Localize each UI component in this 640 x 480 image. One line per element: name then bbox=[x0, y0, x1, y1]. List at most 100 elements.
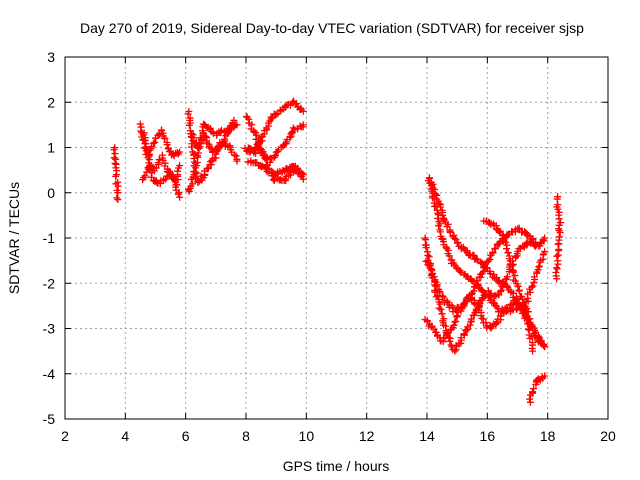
data-point bbox=[270, 153, 278, 161]
x-tick-label: 16 bbox=[480, 428, 496, 444]
data-point bbox=[259, 162, 267, 170]
data-point bbox=[484, 257, 492, 265]
data-point bbox=[112, 172, 120, 180]
data-point bbox=[454, 238, 462, 246]
data-point bbox=[422, 244, 430, 252]
data-point bbox=[525, 308, 533, 316]
data-point bbox=[434, 211, 442, 219]
data-point bbox=[299, 121, 307, 129]
data-point bbox=[425, 253, 433, 261]
y-axis-label: SDTVAR / TECUs bbox=[6, 182, 22, 294]
data-point bbox=[262, 153, 270, 161]
data-point bbox=[114, 189, 122, 197]
series-a11 bbox=[244, 157, 307, 183]
data-point bbox=[176, 162, 184, 170]
data-point bbox=[532, 239, 540, 247]
x-tick-label: 12 bbox=[359, 428, 375, 444]
data-point bbox=[174, 190, 182, 198]
data-point bbox=[153, 178, 161, 186]
data-point bbox=[110, 154, 118, 162]
data-point bbox=[453, 312, 461, 320]
data-point bbox=[541, 372, 549, 380]
data-point bbox=[289, 124, 297, 132]
data-point bbox=[233, 121, 241, 129]
data-point bbox=[553, 264, 561, 272]
data-point bbox=[110, 146, 118, 154]
data-point bbox=[436, 203, 444, 211]
data-point bbox=[529, 347, 537, 355]
data-point bbox=[438, 292, 446, 300]
data-point bbox=[196, 134, 204, 142]
data-point bbox=[450, 321, 458, 329]
data-point bbox=[232, 152, 240, 160]
x-tick-label: 4 bbox=[121, 428, 129, 444]
data-point bbox=[472, 255, 480, 263]
data-point bbox=[554, 260, 562, 268]
data-point bbox=[503, 273, 511, 281]
data-point bbox=[515, 287, 523, 295]
data-point bbox=[111, 159, 119, 167]
data-point bbox=[443, 297, 451, 305]
chart-title: Day 270 of 2019, Sidereal Day-to-day VTE… bbox=[80, 20, 584, 36]
y-tick-label: 3 bbox=[47, 49, 55, 65]
data-point bbox=[256, 145, 264, 153]
data-point bbox=[479, 294, 487, 302]
data-point bbox=[299, 107, 307, 115]
data-point bbox=[425, 174, 433, 182]
data-point bbox=[111, 150, 119, 158]
data-point bbox=[514, 283, 522, 291]
data-point bbox=[473, 277, 481, 285]
data-point bbox=[504, 249, 512, 257]
series-a3 bbox=[139, 126, 184, 160]
data-point bbox=[498, 231, 506, 239]
series-a6 bbox=[187, 130, 241, 165]
x-tick-label: 8 bbox=[242, 428, 250, 444]
data-point bbox=[509, 268, 517, 276]
data-point bbox=[467, 315, 475, 323]
data-point bbox=[536, 240, 544, 248]
data-point bbox=[168, 173, 176, 181]
series-b6 bbox=[480, 217, 549, 351]
data-point bbox=[169, 174, 177, 182]
data-point bbox=[190, 167, 198, 175]
data-point bbox=[523, 231, 531, 239]
data-point bbox=[176, 148, 184, 156]
data-point bbox=[529, 282, 537, 290]
data-point bbox=[151, 138, 159, 146]
data-point bbox=[202, 133, 210, 141]
data-point bbox=[257, 163, 265, 171]
data-point bbox=[152, 164, 160, 172]
data-point bbox=[486, 255, 494, 263]
data-point bbox=[556, 228, 564, 236]
data-point bbox=[185, 121, 193, 129]
data-point bbox=[113, 194, 121, 202]
data-point bbox=[266, 158, 274, 166]
data-point bbox=[502, 238, 510, 246]
data-point bbox=[478, 314, 486, 322]
data-point bbox=[492, 303, 500, 311]
data-point bbox=[553, 275, 561, 283]
data-point bbox=[461, 299, 469, 307]
series-a4 bbox=[139, 151, 184, 201]
series-a7 bbox=[184, 120, 241, 195]
data-point bbox=[233, 157, 241, 165]
data-point bbox=[446, 337, 454, 345]
data-points bbox=[110, 97, 565, 406]
data-point bbox=[451, 347, 459, 355]
data-point bbox=[450, 234, 458, 242]
data-point bbox=[437, 305, 445, 313]
x-tick-label: 6 bbox=[182, 428, 190, 444]
y-tick-label: 0 bbox=[47, 185, 55, 201]
data-point bbox=[286, 133, 294, 141]
data-point bbox=[541, 248, 549, 256]
data-point bbox=[470, 287, 478, 295]
x-tick-label: 14 bbox=[419, 428, 435, 444]
data-point bbox=[114, 182, 122, 190]
plot-border bbox=[64, 56, 609, 420]
data-point bbox=[189, 180, 197, 188]
data-point bbox=[489, 248, 497, 256]
data-point bbox=[230, 116, 238, 124]
series-a10 bbox=[242, 121, 307, 166]
